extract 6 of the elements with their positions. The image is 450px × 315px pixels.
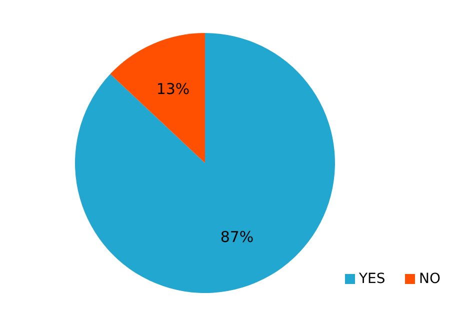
data-label: 87% xyxy=(220,228,254,246)
pie-slice xyxy=(75,33,335,293)
legend-label: YES xyxy=(358,271,386,287)
data-label: 13% xyxy=(156,80,190,98)
legend-label: NO xyxy=(419,271,440,287)
pie-slice xyxy=(110,33,205,163)
